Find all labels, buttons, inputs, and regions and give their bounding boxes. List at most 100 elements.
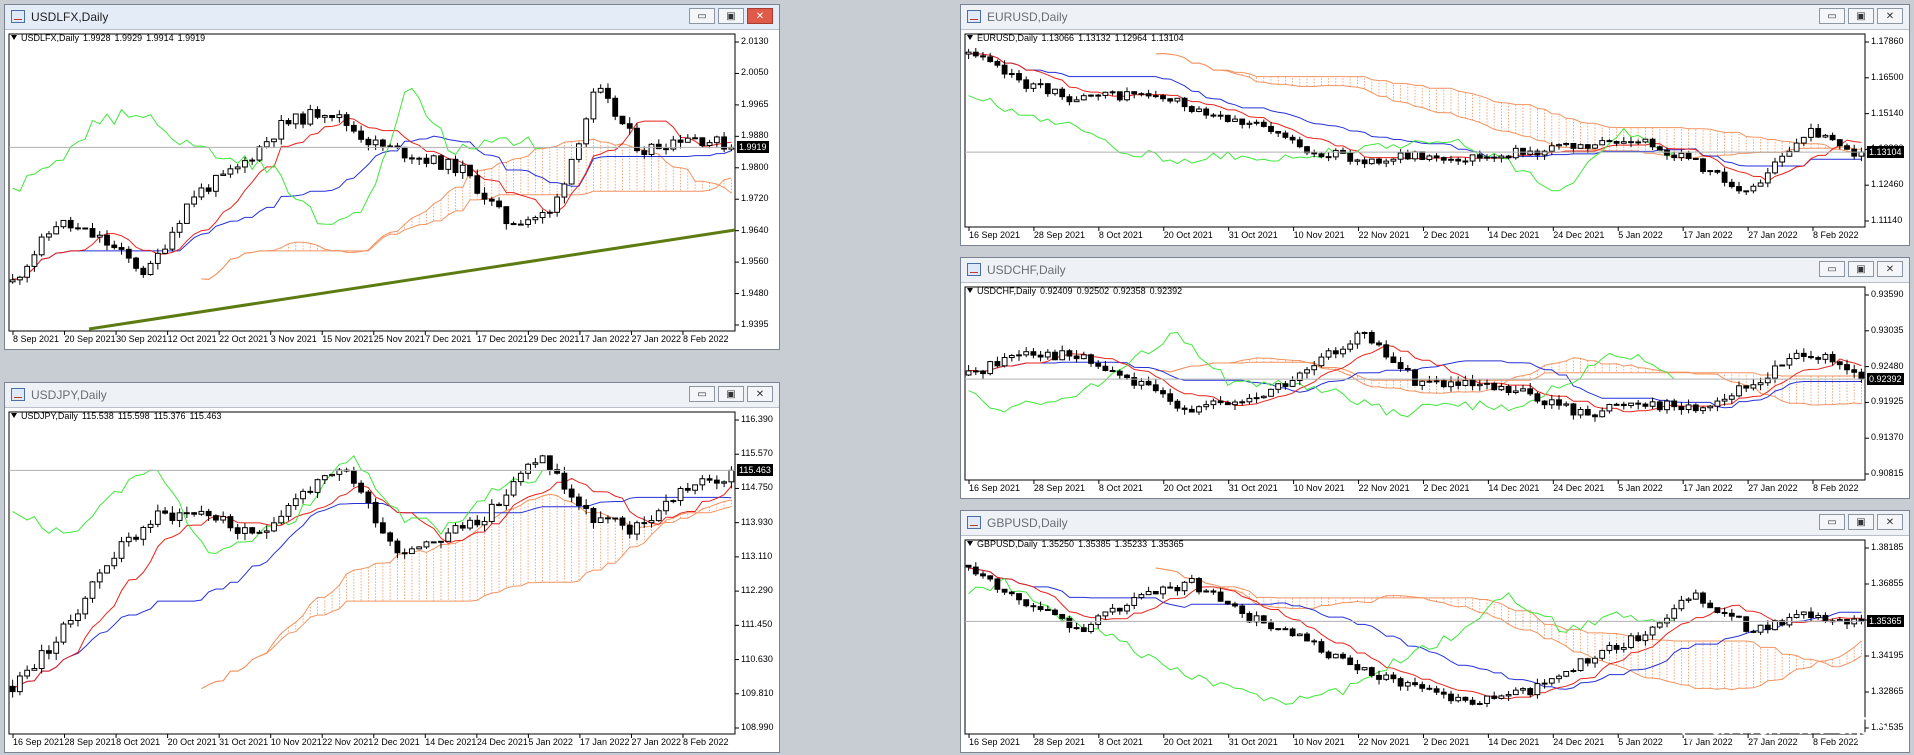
close-button[interactable]: ✕: [1877, 8, 1903, 24]
y-axis-label: 1.9640: [741, 224, 769, 235]
candle-body: [706, 478, 713, 481]
chart-menu-triangle-icon[interactable]: [967, 35, 973, 40]
y-axis-label: 1.9720: [741, 193, 769, 204]
minimize-button[interactable]: ▭: [1819, 514, 1845, 530]
candle-body: [590, 507, 597, 524]
candle-body: [1692, 404, 1699, 412]
candle-body: [1304, 633, 1310, 642]
candle-body: [147, 523, 154, 528]
chart-window-usdjpy[interactable]: USDJPY,Daily ▭ ▣ ✕ USDJPY,Daily 115.538 11…: [4, 382, 780, 753]
minimize-button[interactable]: ▭: [689, 8, 715, 24]
candle-body: [684, 137, 691, 143]
candle-body: [1030, 351, 1037, 356]
candle-body: [1433, 155, 1440, 159]
candle-body: [459, 164, 466, 174]
close-button[interactable]: ✕: [1877, 261, 1903, 277]
candles: [965, 562, 1865, 708]
x-axis-label: 27 Jan 2022: [631, 334, 681, 344]
close-button[interactable]: ✕: [747, 386, 773, 402]
candle-body: [706, 142, 713, 146]
chart-canvas[interactable]: USDCHF,Daily 0.92409 0.92502 0.92358 0.92392…: [961, 283, 1909, 498]
chart-menu-triangle-icon[interactable]: [11, 413, 17, 418]
maximize-button[interactable]: ▣: [1848, 514, 1874, 530]
candle-body: [517, 472, 524, 483]
maximize-button[interactable]: ▣: [1848, 8, 1874, 24]
y-axis-label: 1.16500: [1871, 71, 1904, 82]
candle-body: [1131, 377, 1138, 386]
maximize-button[interactable]: ▣: [718, 8, 744, 24]
candle-body: [1073, 627, 1080, 630]
candle-body: [1520, 147, 1526, 155]
candle-body: [612, 97, 619, 117]
chart-window-usdlfx[interactable]: USDLFX,Daily ▭ ▣ ✕ USDLFX,Daily 1.9928 1.9…: [4, 4, 780, 350]
candle-body: [728, 469, 735, 483]
chart-menu-triangle-icon[interactable]: [967, 541, 973, 546]
current-price-label: 1.13104: [1867, 146, 1904, 159]
close-button[interactable]: ✕: [747, 8, 773, 24]
candle-body: [1743, 385, 1750, 389]
candle-body: [994, 361, 1001, 367]
senkou-span-a-line: [1155, 52, 1862, 159]
x-axis-label: 5 Jan 2022: [1618, 230, 1663, 240]
candle-body: [1289, 380, 1296, 387]
candle-body: [1376, 674, 1382, 680]
candle-body: [525, 463, 531, 474]
window-title: USDLFX,Daily: [31, 10, 109, 24]
candle-body: [699, 137, 706, 146]
chart-canvas[interactable]: GBPUSD,Daily 1.35250 1.35385 1.35233 1.35365…: [961, 536, 1909, 752]
candle-body: [1109, 91, 1116, 94]
maximize-button[interactable]: ▣: [718, 386, 744, 402]
candle-body: [1606, 644, 1613, 651]
maximize-button[interactable]: ▣: [1848, 261, 1874, 277]
title-bar[interactable]: USDLFX,Daily ▭ ▣ ✕: [5, 5, 779, 30]
x-axis-label: 20 Oct 2021: [1163, 230, 1213, 240]
candle-body: [1239, 401, 1246, 404]
chart-menu-triangle-icon[interactable]: [11, 35, 17, 40]
candle-body: [205, 187, 212, 192]
y-axis-label: 111.450: [741, 619, 773, 630]
y-axis-label: 1.32865: [1871, 686, 1904, 696]
candle-body: [1678, 152, 1685, 159]
candle-body: [1664, 400, 1670, 411]
candle-body: [1246, 122, 1253, 125]
x-axis-label: 14 Dec 2021: [1488, 230, 1540, 240]
minimize-button[interactable]: ▭: [1819, 8, 1845, 24]
x-axis-label: 2 Dec 2021: [1423, 230, 1470, 240]
chart-canvas[interactable]: EURUSD,Daily 1.13066 1.13132 1.12964 1.13104…: [961, 30, 1909, 245]
title-bar[interactable]: GBPUSD,Daily ▭ ▣ ✕: [961, 511, 1909, 536]
minimize-button[interactable]: ▭: [689, 386, 715, 402]
close-button[interactable]: ✕: [1877, 514, 1903, 530]
title-bar[interactable]: USDJPY,Daily ▭ ▣ ✕: [5, 383, 779, 408]
chart-window-eurusd[interactable]: EURUSD,Daily ▭ ▣ ✕ EURUSD,Daily 1.13066 1.…: [960, 4, 1910, 246]
chart-canvas[interactable]: USDJPY,Daily 115.538 115.598 115.376 115.463…: [5, 408, 779, 752]
chart-canvas[interactable]: USDLFX,Daily 1.9928 1.9929 1.9914 1.9919 2.0…: [5, 30, 779, 349]
title-bar[interactable]: EURUSD,Daily ▭ ▣ ✕: [961, 5, 1909, 30]
candle-body: [154, 510, 161, 525]
candle-body: [307, 490, 314, 493]
candle-body: [430, 541, 437, 544]
chart-window-gbpusd[interactable]: GBPUSD,Daily ▭ ▣ ✕ GBPUSD,Daily 1.35250 1.…: [960, 510, 1910, 753]
x-axis-label: 27 Jan 2022: [631, 737, 681, 747]
candle-body: [1620, 647, 1627, 650]
minimize-button[interactable]: ▭: [1819, 261, 1845, 277]
candle-body: [1044, 351, 1051, 358]
candle-body: [554, 196, 561, 213]
y-axis-label: 1.9800: [741, 161, 769, 172]
x-axis-label: 8 Feb 2022: [1813, 737, 1859, 747]
chart-window-usdchf[interactable]: USDCHF,Daily ▭ ▣ ✕ USDCHF,Daily 0.92409 0.…: [960, 257, 1910, 499]
ohlc-close: 0.92392: [1149, 286, 1183, 296]
candle-body: [1426, 155, 1433, 160]
candle-body: [561, 472, 568, 490]
current-price-label: 0.92392: [1867, 373, 1904, 386]
candle-body: [987, 361, 994, 375]
candle-body: [1253, 397, 1260, 400]
tenkan-sen-line: [12, 477, 732, 690]
candle-body: [1692, 157, 1699, 160]
chart-window-icon: [967, 263, 981, 276]
candle-body: [1440, 691, 1447, 695]
title-bar[interactable]: USDCHF,Daily ▭ ▣ ✕: [961, 258, 1909, 283]
candle-body: [1750, 630, 1757, 633]
candle-body: [1066, 350, 1073, 357]
chart-menu-triangle-icon[interactable]: [967, 288, 973, 293]
candle-body: [154, 252, 161, 264]
